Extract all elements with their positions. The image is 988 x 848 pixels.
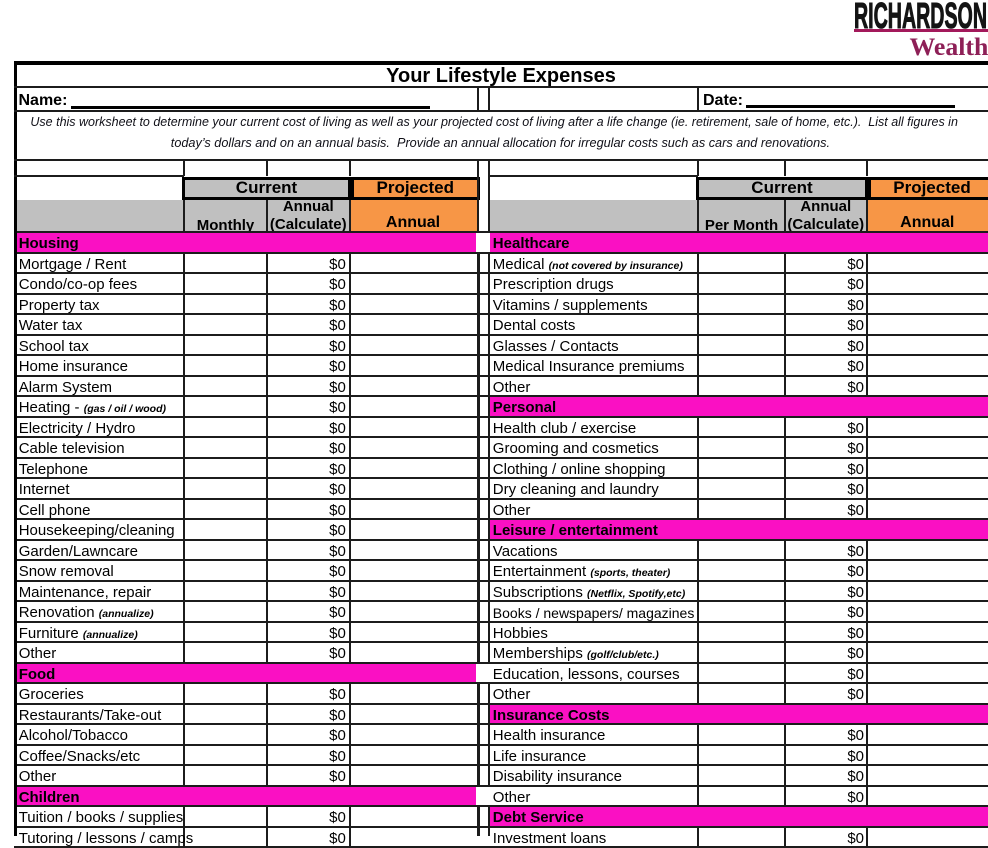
svg-text:Wealth: Wealth	[910, 32, 988, 60]
